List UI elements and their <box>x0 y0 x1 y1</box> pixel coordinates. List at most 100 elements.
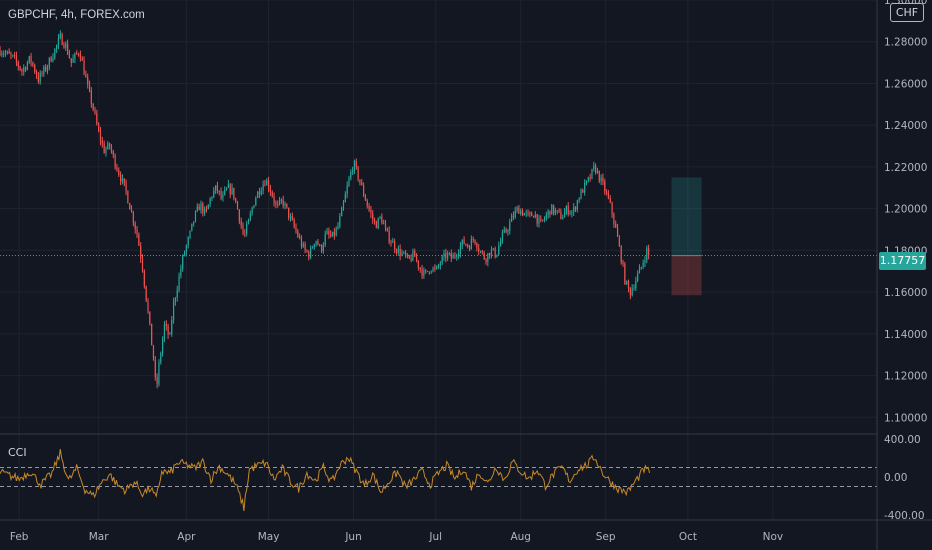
candle-body <box>319 245 321 246</box>
candle-body <box>399 248 401 256</box>
candle-body <box>275 202 277 205</box>
candle-body <box>487 253 489 262</box>
candle-body <box>463 239 465 245</box>
candle-body <box>151 323 153 346</box>
candle-body <box>326 230 328 235</box>
candle-body <box>284 203 286 206</box>
candle-body <box>322 244 324 252</box>
candle-body <box>196 206 198 212</box>
candle-body <box>220 191 222 199</box>
candle-body <box>454 255 456 257</box>
candle-body <box>591 168 593 179</box>
candle-body <box>589 177 591 179</box>
candle-body <box>176 289 178 298</box>
candle-body <box>622 262 624 264</box>
candle-body <box>432 267 434 272</box>
candle-body <box>43 66 45 74</box>
candle-body <box>448 252 451 254</box>
candle-body <box>158 362 160 384</box>
candle-body <box>34 65 36 73</box>
position-tool[interactable] <box>671 177 702 296</box>
candle-body <box>26 62 29 70</box>
candle-body <box>426 270 429 272</box>
currency-button[interactable]: CHF <box>890 3 924 22</box>
candle-body <box>88 84 91 91</box>
candle-body <box>205 208 208 210</box>
candle-body <box>611 202 613 215</box>
candle-body <box>32 62 34 66</box>
candle-body <box>339 216 341 226</box>
candle-body <box>65 43 67 48</box>
candle-body <box>410 258 412 261</box>
candle-body <box>193 221 195 224</box>
candle-body <box>118 170 120 175</box>
candle-body <box>46 66 49 71</box>
candle-body <box>163 323 166 339</box>
candle-body <box>476 243 478 249</box>
candle-body <box>386 227 388 231</box>
candle-body <box>156 377 158 384</box>
candle-body <box>140 245 142 259</box>
candle-body <box>189 230 191 238</box>
price-tick-label: 1.10000 <box>884 412 927 424</box>
candle-body <box>107 143 109 149</box>
candle-body <box>596 170 599 173</box>
candle-body <box>277 204 279 205</box>
time-tick-label: May <box>258 531 280 543</box>
candle-body <box>39 73 41 82</box>
candle-body <box>605 191 608 193</box>
candle-body <box>183 252 186 256</box>
candle-body <box>470 239 472 250</box>
candle-body <box>344 194 346 203</box>
symbol-title: GBPCHF, 4h, FOREX.com <box>8 9 145 21</box>
candle-body <box>87 77 89 85</box>
candle-body <box>337 225 339 229</box>
candle-body <box>538 218 540 224</box>
candle-body <box>134 223 136 230</box>
candle-body <box>560 211 562 220</box>
candle-body <box>383 223 385 225</box>
candle-body <box>224 190 226 195</box>
candle-body <box>289 216 292 218</box>
candle-body <box>54 48 56 58</box>
candle-body <box>346 185 348 195</box>
candle-body <box>631 288 633 296</box>
candle-body <box>461 239 463 246</box>
candle-body <box>439 263 441 266</box>
candle-body <box>415 256 418 261</box>
candle-body <box>423 270 425 276</box>
candle-body <box>368 205 370 211</box>
candle-body <box>618 236 620 247</box>
candle-body <box>421 269 423 276</box>
candle-body <box>101 140 103 144</box>
candle-body <box>567 206 569 214</box>
candle-body <box>503 229 505 233</box>
candle-body <box>174 297 176 303</box>
candle-body <box>24 67 27 70</box>
candle-body <box>392 241 394 243</box>
candle-body <box>366 200 368 206</box>
candle-body <box>525 212 527 214</box>
candle-body <box>604 181 606 192</box>
candle-body <box>81 58 83 61</box>
candle-body <box>414 250 416 257</box>
candle-body <box>218 190 220 192</box>
candle-body <box>390 242 392 243</box>
candle-body <box>180 268 182 276</box>
last-price-badge[interactable]: 1.17757 <box>879 252 926 270</box>
candle-body <box>280 199 282 201</box>
candle-body <box>79 54 81 59</box>
candle-body <box>21 69 23 72</box>
candle-body <box>573 207 575 212</box>
candle-body <box>162 338 164 354</box>
candle-body <box>74 53 76 59</box>
candle-body <box>353 161 356 171</box>
candle-body <box>253 205 255 209</box>
candle-body <box>481 251 483 253</box>
candle-body <box>247 219 250 225</box>
candle-body <box>19 66 21 70</box>
price-tick-label: 1.14000 <box>884 329 927 341</box>
